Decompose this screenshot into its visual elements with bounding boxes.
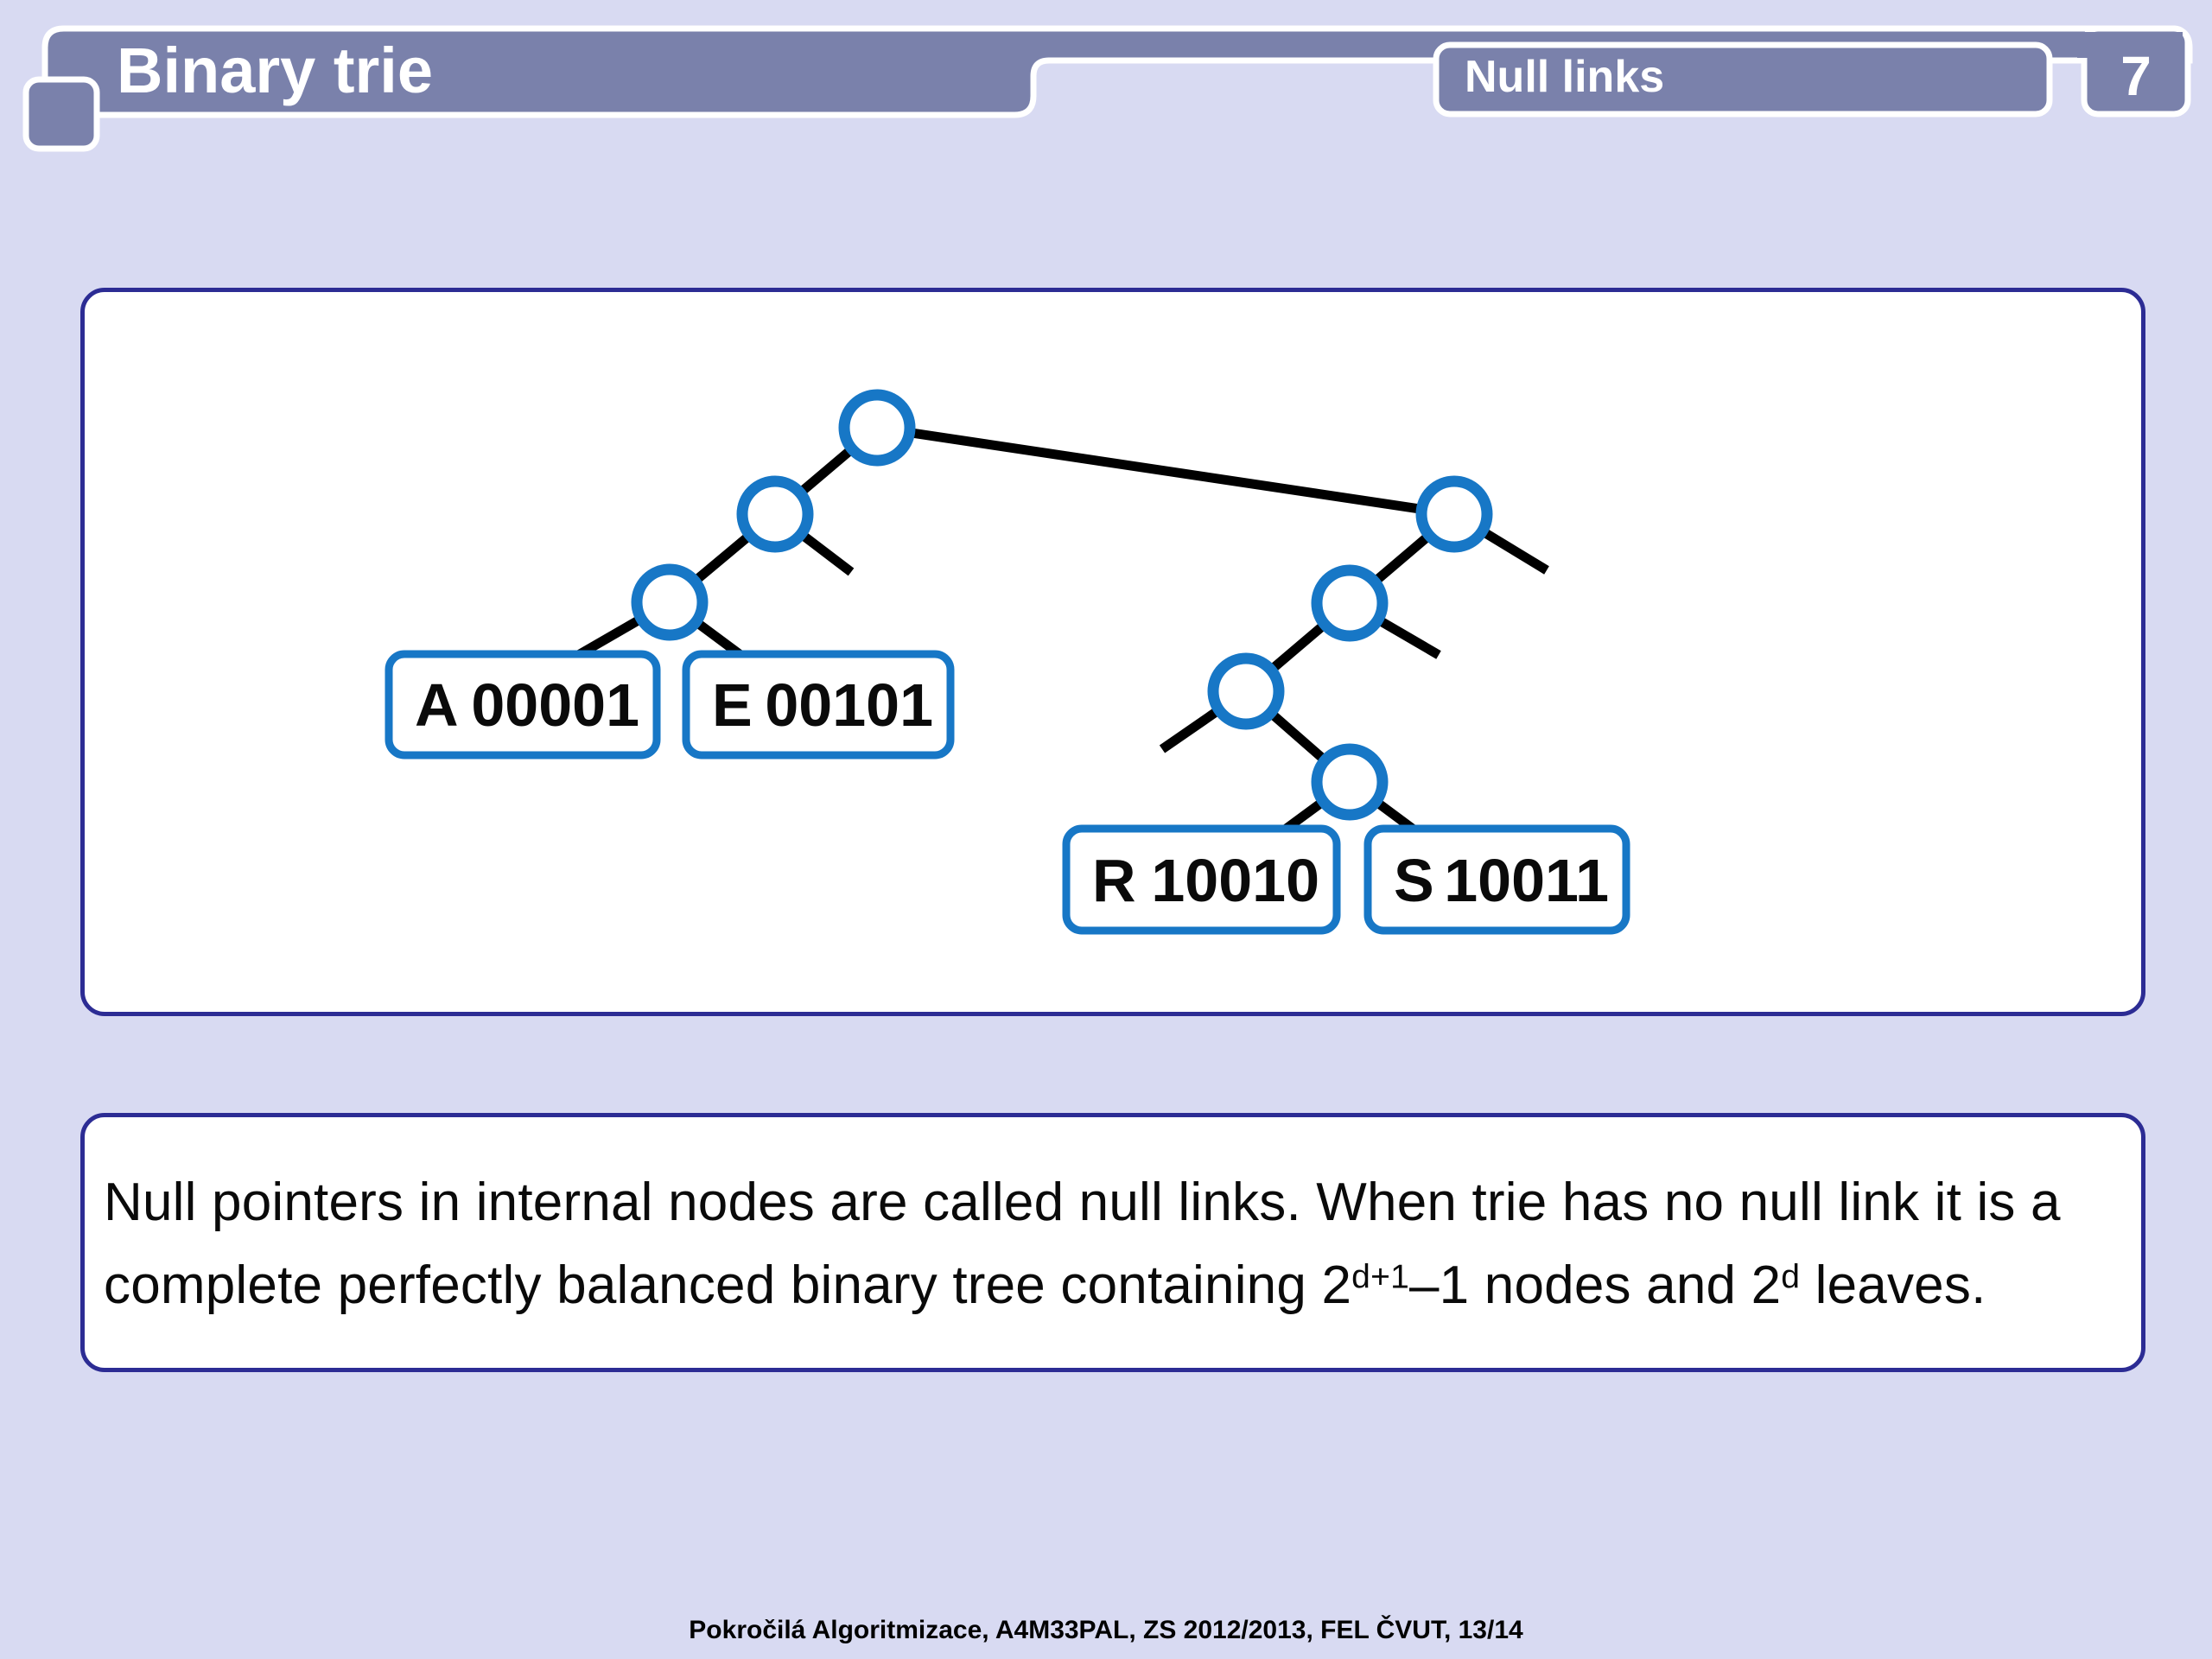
trie-node <box>1207 652 1285 730</box>
note-line-2-mid: –1 nodes and 2 <box>1409 1255 1782 1315</box>
leaf-letter: R <box>1092 847 1136 914</box>
leaf-node-s: S 10011 <box>1363 824 1630 935</box>
note-line-1: Null pointers in internal nodes are call… <box>104 1161 2126 1244</box>
section-tab-label: Null links <box>1465 52 1664 102</box>
leaf-letter: A <box>415 671 459 739</box>
note-line-2-end: leaves. <box>1800 1255 1986 1315</box>
note-exponent-2: d <box>1781 1258 1801 1296</box>
trie-leaves: A 00001 E 00101 R 10010 S 10011 <box>385 650 1630 935</box>
note-panel <box>80 1113 2145 1372</box>
section-tab <box>1433 41 2053 118</box>
note-exponent-1: d+1 <box>1351 1258 1409 1296</box>
slide-header: Binary trie Null links 7 <box>22 25 2193 152</box>
leaf-letter: E <box>712 671 753 739</box>
trie-node <box>1311 743 1389 821</box>
note-text: Null pointers in internal nodes are call… <box>104 1161 2126 1327</box>
leaf-box <box>385 650 661 760</box>
leaf-box <box>682 650 955 760</box>
trie-node <box>631 563 709 641</box>
leaf-code: 00101 <box>765 671 933 739</box>
trie-node <box>1311 564 1389 642</box>
trie-edges <box>550 423 1549 851</box>
note-line-2: complete perfectly balanced binary tree … <box>104 1244 2126 1327</box>
leaf-letter: S <box>1394 847 1434 914</box>
trie-internal-nodes <box>631 389 1493 821</box>
tab-merge-patch <box>2088 32 2183 58</box>
page-number: 7 <box>2120 45 2152 107</box>
leaf-code: 10010 <box>1151 847 1319 914</box>
leaf-node-a: A 00001 <box>385 650 661 760</box>
leaf-code: 00001 <box>471 671 639 739</box>
binary-trie-diagram: A 00001 E 00101 R 10010 S 10011 <box>385 389 1630 935</box>
trie-node <box>1415 475 1493 553</box>
leaf-node-r: R 10010 <box>1062 824 1341 935</box>
trie-node <box>736 475 814 553</box>
page-title: Binary trie <box>117 35 433 106</box>
leaf-code: 10011 <box>1444 847 1609 914</box>
leaf-node-e: E 00101 <box>682 650 955 760</box>
leaf-box <box>1363 824 1630 935</box>
footer-credit-text: Pokročilá Algoritmizace, A4M33PAL, ZS 20… <box>689 1616 1523 1644</box>
leaf-box <box>1062 824 1341 935</box>
trie-root-node <box>838 389 916 467</box>
edge-root-right <box>876 423 1455 519</box>
header-square-ornament <box>22 76 100 152</box>
note-line-1-text: Null pointers in internal nodes are call… <box>104 1173 2061 1232</box>
note-line-2-start: complete perfectly balanced binary tree … <box>104 1255 1352 1315</box>
footer-credit: Pokročilá Algoritmizace, A4M33PAL, ZS 20… <box>0 1616 2212 1645</box>
